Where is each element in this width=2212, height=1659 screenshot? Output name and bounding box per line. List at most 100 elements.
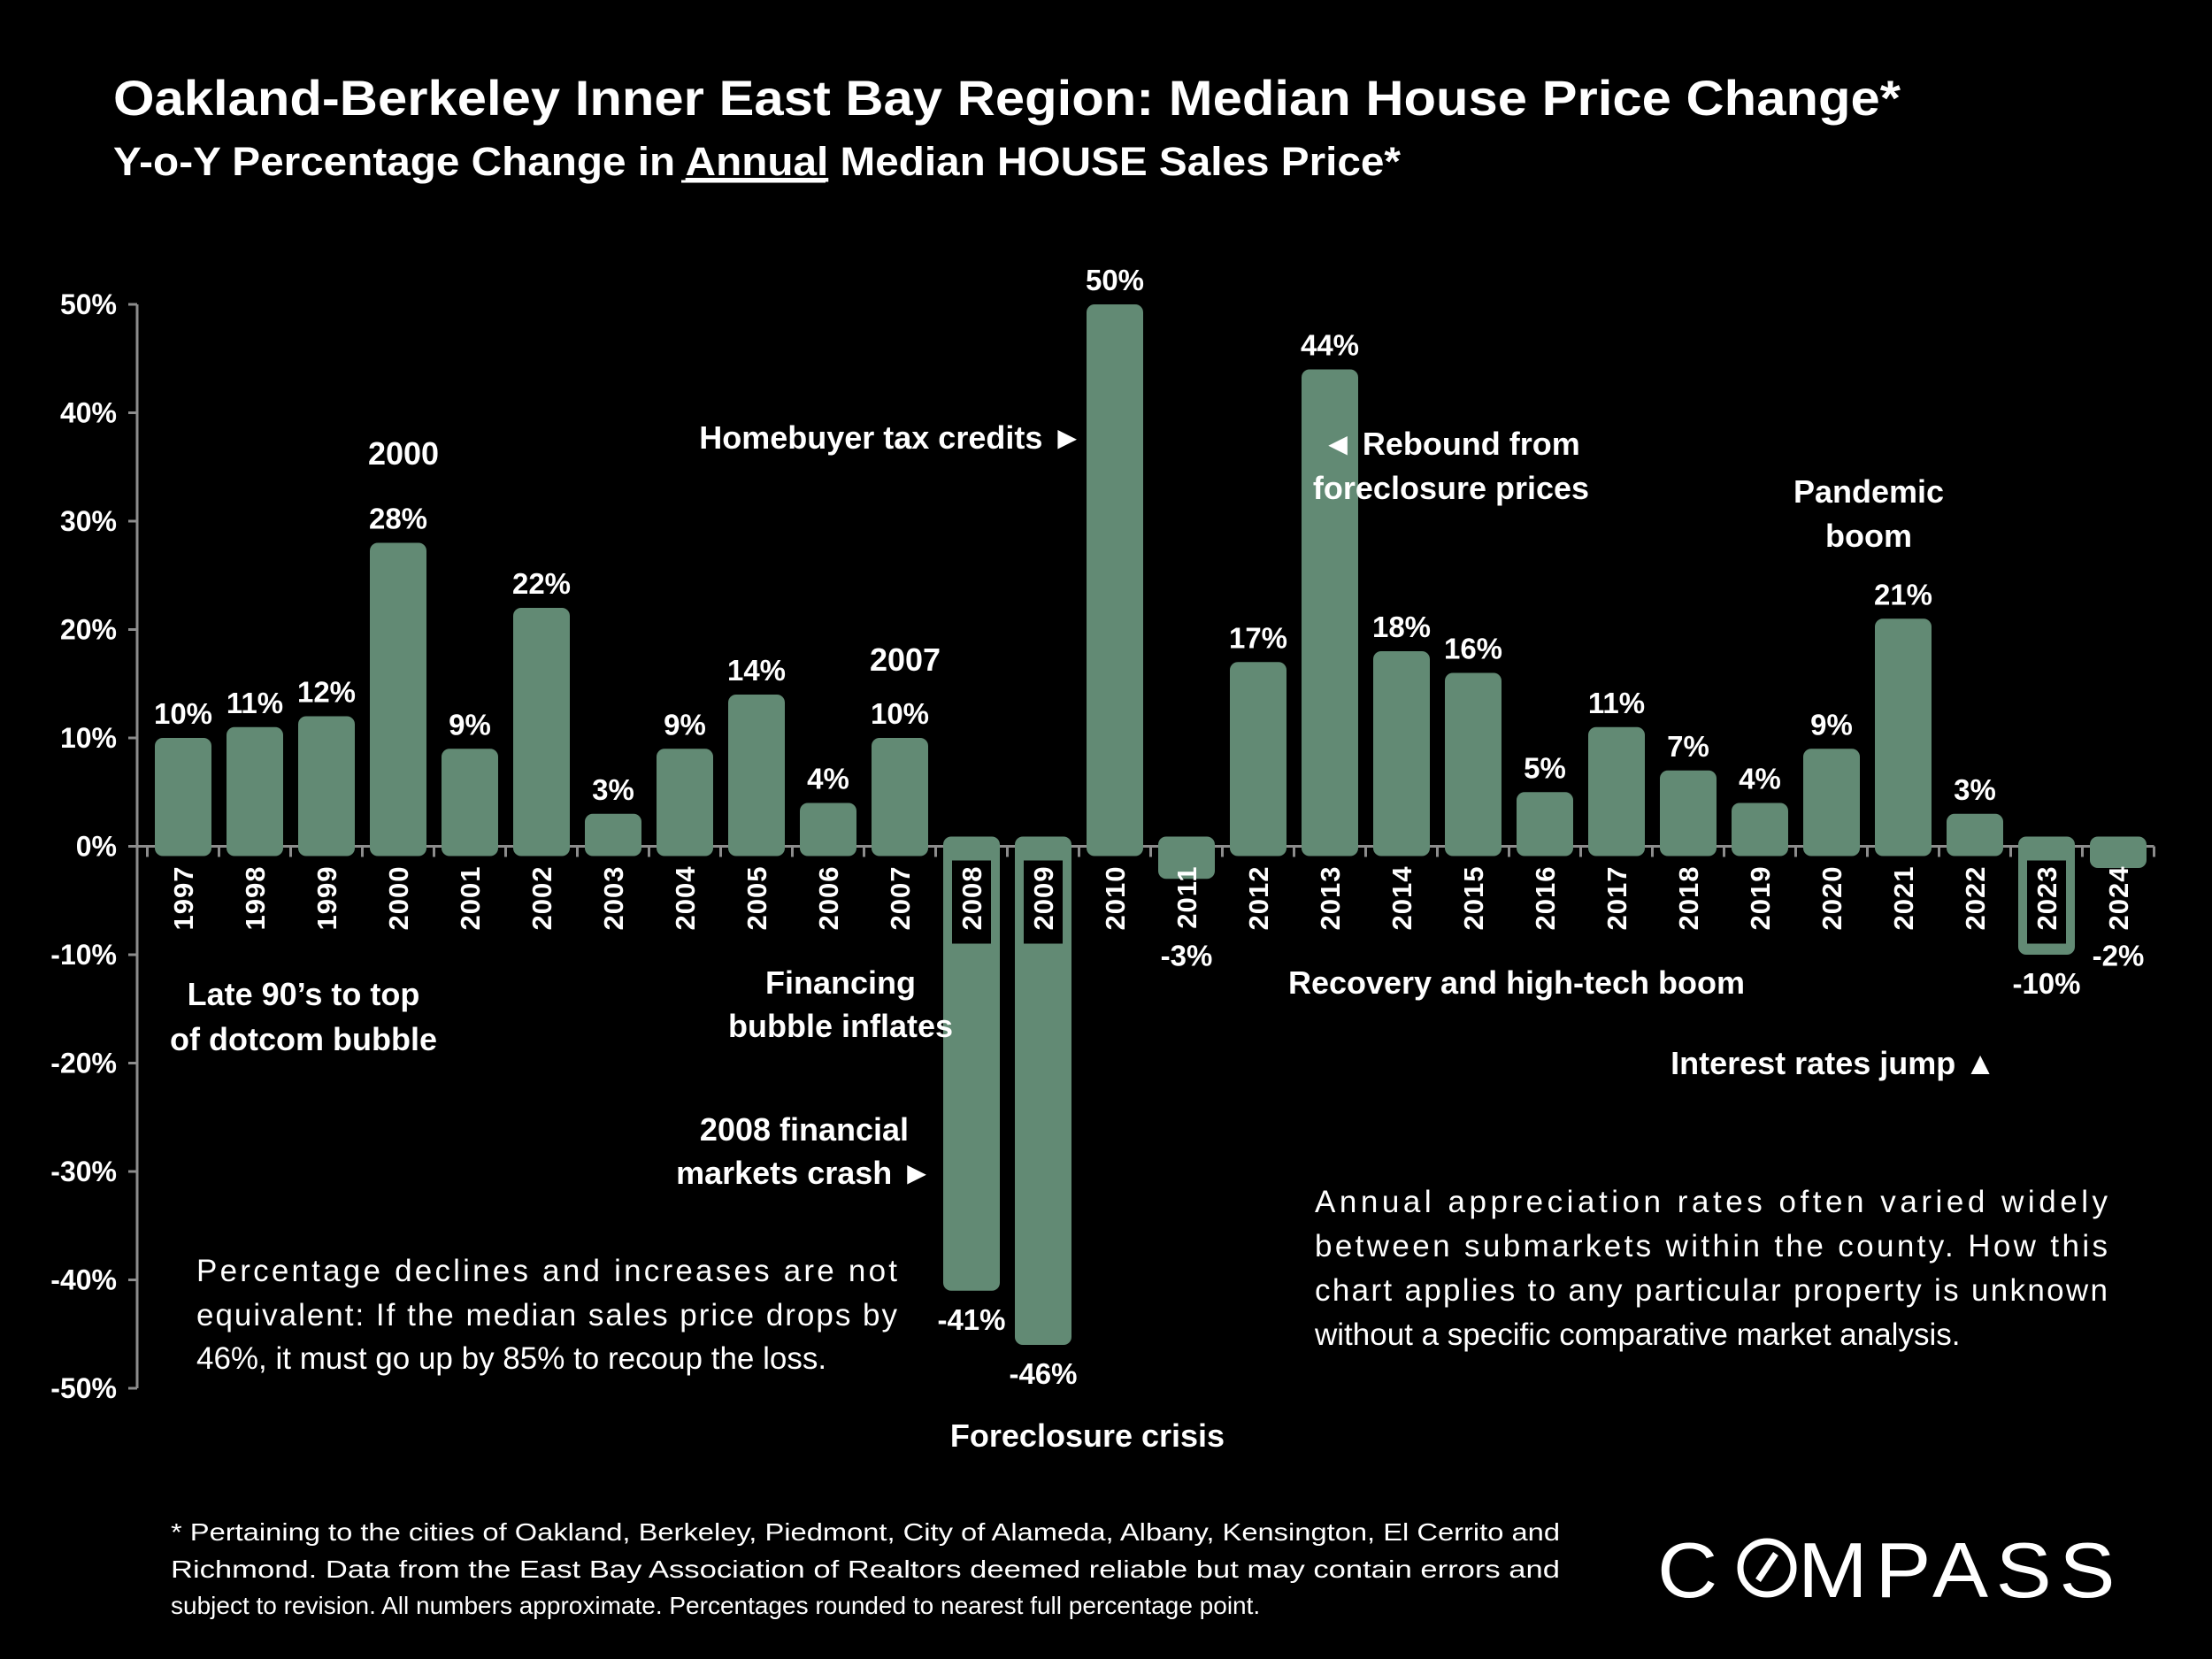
bar-2022	[1947, 813, 2003, 856]
x-tick-label-group: 2008	[952, 860, 991, 944]
bar-2004	[657, 749, 713, 856]
left-note-line: Percentage declines and increases are no…	[196, 1254, 897, 1288]
y-axis: 50% 40% 30% 20% 10% 0% -10% -20% -30% -40% -50%	[50, 288, 2155, 1404]
x-tick-label-group: 2020	[1816, 866, 1847, 931]
annotation-2007: 2007	[870, 641, 941, 678]
subtitle-underlined: Annual	[686, 139, 829, 184]
y-tick-label: 0%	[76, 831, 117, 863]
left-note-line: 46%, it must go up by 85% to recoup the …	[196, 1341, 826, 1376]
y-tick-label: -10%	[50, 939, 117, 971]
bar-2007	[872, 738, 928, 856]
bar-2020	[1803, 749, 1860, 856]
right-note-line: without a specific comparative market an…	[1314, 1317, 1960, 1352]
annotation-homebuyer: Homebuyer tax credits ►	[699, 419, 1083, 456]
annotation-recovery: Recovery and high-tech boom	[1288, 964, 1745, 1001]
x-tick-label-2023: 2023	[2032, 866, 2062, 931]
x-tick-label-group: 2011	[1171, 866, 1202, 929]
x-tick-label-2014: 2014	[1386, 866, 1417, 931]
footnote-line: subject to revision. All numbers approxi…	[171, 1592, 1260, 1619]
data-label-2023: -10%	[2012, 967, 2080, 1000]
x-tick-label-2008: 2008	[956, 866, 987, 931]
chart-title: Oakland-Berkeley Inner East Bay Region: …	[113, 70, 1901, 126]
annotation-crash-1: 2008 financial	[700, 1111, 909, 1148]
subtitle-part: Median HOUSE Sales Price*	[828, 139, 1401, 184]
x-tick-label-group: 2024	[2103, 866, 2134, 931]
bar-2010	[1087, 304, 1143, 856]
annotation-financing-2: bubble inflates	[728, 1008, 953, 1044]
bar-2014	[1373, 651, 1430, 856]
bar-2009	[1015, 836, 1071, 1345]
annotation-rebound-1: ◄ Rebound from	[1322, 426, 1580, 462]
x-tick-label-group: 2021	[1888, 866, 1919, 931]
y-tick-label: 10%	[60, 722, 117, 754]
y-tick-label: -30%	[50, 1156, 117, 1187]
annotation-2000: 2000	[368, 435, 439, 472]
x-tick-label-group: 2015	[1458, 866, 1489, 931]
bar-2005	[728, 695, 785, 856]
data-label-1999: 12%	[297, 676, 356, 709]
bar-2018	[1660, 770, 1717, 856]
x-tick-label-1999: 1999	[311, 866, 342, 931]
x-tick-label-2020: 2020	[1816, 866, 1847, 931]
data-label-2000: 28%	[369, 503, 427, 535]
data-label-2003: 3%	[592, 773, 634, 806]
bar-2013	[1302, 369, 1358, 856]
data-label-2012: 17%	[1229, 621, 1287, 654]
y-tick-label: 30%	[60, 505, 117, 537]
bar-2000	[370, 542, 426, 856]
bar-2017	[1588, 726, 1645, 856]
x-tick-label-group: 2009	[1024, 860, 1063, 944]
annotation-rebound-2: foreclosure prices	[1313, 470, 1589, 506]
bar-2002	[513, 608, 570, 856]
data-label-2019: 4%	[1739, 763, 1781, 795]
x-tick-label-2010: 2010	[1100, 866, 1131, 931]
bar-2021	[1875, 618, 1932, 856]
data-label-2010: 50%	[1086, 264, 1144, 296]
x-label-background	[2027, 860, 2066, 944]
bar-2024	[2090, 836, 2147, 868]
x-tick-label-group: 2018	[1673, 866, 1704, 931]
x-tick-label-2003: 2003	[598, 866, 629, 931]
footnote-line: * Pertaining to the cities of Oakland, B…	[171, 1518, 1560, 1546]
data-label-2011: -3%	[1161, 940, 1213, 972]
x-tick-label-group: 1997	[168, 866, 199, 931]
x-tick-label-group: 2016	[1530, 866, 1561, 931]
x-label-background	[1024, 860, 1063, 944]
right-note-line: chart applies to any particular property…	[1315, 1273, 2108, 1308]
x-tick-label-2013: 2013	[1315, 866, 1346, 931]
annotation-financing-1: Financing	[765, 964, 916, 1001]
x-tick-label-group: 2010	[1100, 866, 1131, 931]
bar-2012	[1230, 662, 1286, 856]
x-tick-label-2005: 2005	[741, 866, 772, 931]
x-tick-label-group: 2003	[598, 866, 629, 931]
x-tick-label-2012: 2012	[1243, 866, 1274, 931]
x-tick-label-group: 2006	[813, 866, 844, 931]
bar-2016	[1517, 792, 1573, 856]
annotation-late90s-2: of dotcom bubble	[170, 1021, 437, 1057]
data-label-2008: -41%	[937, 1303, 1005, 1336]
x-tick-label-group: 2023	[2027, 860, 2066, 944]
y-tick-label: -50%	[50, 1372, 117, 1404]
x-tick-label-group: 2007	[885, 866, 916, 931]
data-label-2017: 11%	[1588, 687, 1645, 719]
bar-1997	[155, 738, 211, 856]
y-tick-label: 40%	[60, 397, 117, 429]
x-tick-label-2021: 2021	[1888, 866, 1919, 931]
compass-logo: COMPASS	[1657, 1526, 2116, 1614]
data-label-2020: 9%	[1810, 708, 1853, 741]
data-label-1998: 11%	[227, 687, 283, 719]
chart-subtitle: Y-o-Y Percentage Change in Annual Median…	[113, 139, 1402, 184]
x-tick-label-2022: 2022	[1960, 866, 1991, 931]
x-tick-label-group: 2017	[1601, 866, 1632, 931]
bar-2006	[800, 803, 856, 856]
data-label-2022: 3%	[1954, 773, 1996, 806]
bar-2008	[943, 836, 1000, 1291]
x-tick-label-2018: 2018	[1673, 866, 1704, 931]
x-tick-label-group: 2012	[1243, 866, 1274, 931]
annotation-late90s-1: Late 90’s to top	[188, 976, 420, 1012]
compass-o-icon	[1737, 1538, 1797, 1598]
data-label-2006: 4%	[807, 763, 849, 795]
bar-2011	[1158, 836, 1215, 879]
data-label-2002: 22%	[512, 567, 571, 600]
bar-2019	[1732, 803, 1788, 856]
